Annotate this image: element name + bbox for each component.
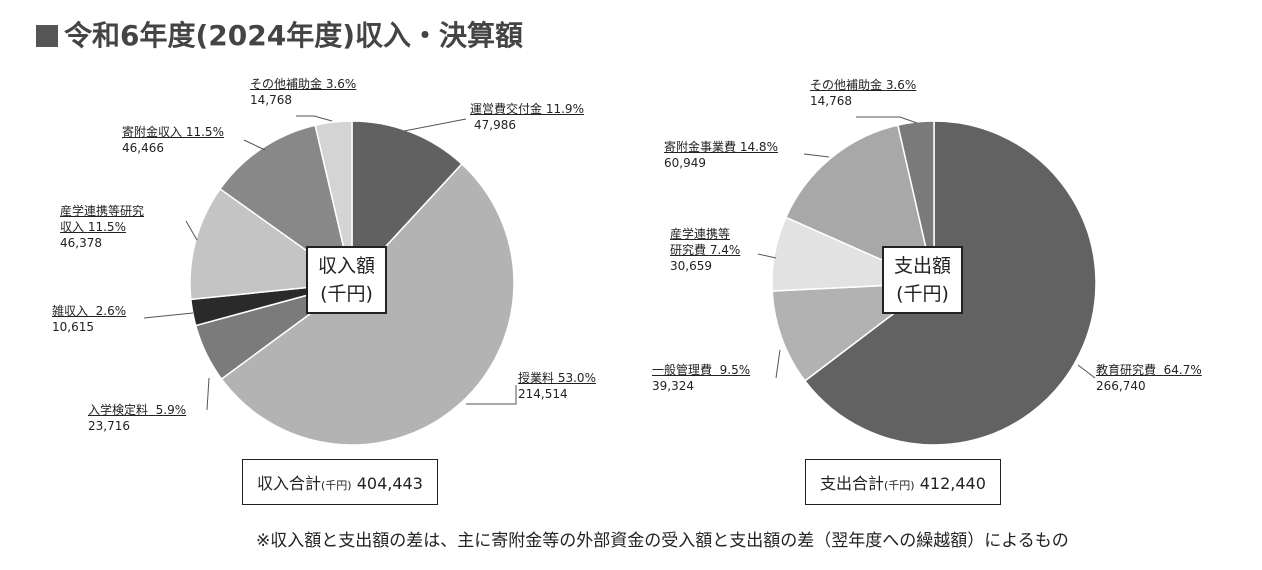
leader-line — [856, 116, 918, 124]
label-industry-research-income: 産学連携等研究 収入 11.5% 46,378 — [60, 203, 144, 251]
leader-line — [757, 253, 777, 259]
total-value: 412,440 — [919, 474, 986, 493]
center-label-title: 支出額 — [894, 255, 952, 277]
leader-line — [185, 220, 198, 241]
slice-label-value: 47,986 — [474, 118, 516, 132]
slice-label-name: 一般管理費 9.5% — [652, 363, 751, 377]
total-label: 収入合計 — [257, 474, 322, 493]
leader-line — [403, 118, 467, 132]
slice-label-name: 授業料 53.0% — [518, 371, 596, 385]
label-operating-grant: 運営費交付金 11.9% 47,986 — [470, 101, 584, 133]
leader-line — [243, 139, 266, 151]
total-unit: (千円) — [321, 479, 352, 492]
pie-slice — [351, 120, 463, 285]
footnote: ※収入額と支出額の差は、主に寄附金等の外部資金の受入額と支出額の差（翌年度への繰… — [256, 531, 1069, 551]
slice-label-name: 寄附金事業費 14.8% — [664, 140, 778, 154]
leader-lines — [143, 115, 1096, 411]
pie-slice — [314, 120, 353, 284]
leader-line — [466, 385, 517, 405]
leader-line — [1077, 364, 1096, 379]
income-total-box: 収入合計(千円) 404,443 — [242, 459, 438, 505]
center-label-title: 収入額 — [318, 255, 376, 277]
slice-label-value: 60,949 — [664, 156, 706, 170]
label-exam-fee: 入学検定料 5.9% 23,716 — [88, 402, 186, 434]
slice-label-value: 30,659 — [670, 259, 712, 273]
total-label: 支出合計 — [820, 474, 885, 493]
slice-label-name: 入学検定料 5.9% — [88, 403, 187, 417]
slice-label-name: 寄附金収入 11.5% — [122, 125, 224, 139]
leader-line — [803, 153, 830, 158]
center-label-unit: (千円) — [320, 283, 373, 305]
slice-label-name: 産学連携等研究 — [60, 204, 145, 218]
total-value: 404,443 — [356, 474, 423, 493]
total-unit: (千円) — [884, 479, 915, 492]
square-bullet-icon — [36, 25, 58, 47]
pie-slice — [784, 124, 936, 285]
center-label-unit: (千円) — [896, 283, 949, 305]
slice-label-name-2: 収入 11.5% — [60, 220, 126, 234]
slice-label-value: 14,768 — [250, 93, 292, 107]
label-education-research: 教育研究費 64.7% 266,740 — [1096, 362, 1202, 394]
slice-label-name: その他補助金 3.6% — [810, 78, 917, 92]
expense-center-label: 支出額 (千円) — [882, 246, 964, 314]
slice-label-name: 教育研究費 64.7% — [1096, 363, 1202, 377]
slice-label-value: 266,740 — [1096, 379, 1146, 393]
label-tuition: 授業料 53.0% 214,514 — [518, 370, 596, 402]
label-industry-research-expense: 産学連携等 研究費 7.4% 30,659 — [670, 226, 740, 274]
leader-line — [143, 312, 194, 319]
leader-line — [775, 349, 781, 379]
slice-label-name: 産学連携等 — [670, 227, 731, 241]
slice-label-value: 10,615 — [52, 320, 94, 334]
leader-line — [206, 377, 210, 411]
expense-total-box: 支出合計(千円) 412,440 — [805, 459, 1001, 505]
slice-label-name: 運営費交付金 11.9% — [470, 102, 584, 116]
pie-slice — [896, 120, 935, 284]
page-title-text: 令和6年度(2024年度)収入・決算額 — [64, 19, 524, 52]
label-misc-income: 雑収入 2.6% 10,615 — [52, 303, 126, 335]
page-title: 令和6年度(2024年度)収入・決算額 — [36, 14, 523, 54]
label-general-admin: 一般管理費 9.5% 39,324 — [652, 362, 750, 394]
slice-label-name-2: 研究費 7.4% — [670, 243, 741, 257]
label-donation-income: 寄附金収入 11.5% 46,466 — [122, 124, 224, 156]
slice-label-value: 46,378 — [60, 236, 102, 250]
slice-label-value: 23,716 — [88, 419, 130, 433]
slice-label-value: 214,514 — [518, 387, 568, 401]
slice-label-value: 46,466 — [122, 141, 164, 155]
label-other-subsidy-expense: その他補助金 3.6% 14,768 — [810, 77, 916, 109]
slice-label-name: その他補助金 3.6% — [250, 77, 357, 91]
slice-label-value: 39,324 — [652, 379, 694, 393]
label-donation-expense: 寄附金事業費 14.8% 60,949 — [664, 139, 778, 171]
income-center-label: 収入額 (千円) — [306, 246, 388, 314]
leader-line — [296, 115, 333, 122]
slice-label-value: 14,768 — [810, 94, 852, 108]
slice-label-name: 雑収入 2.6% — [52, 304, 127, 318]
label-other-subsidy-income: その他補助金 3.6% 14,768 — [250, 76, 356, 108]
